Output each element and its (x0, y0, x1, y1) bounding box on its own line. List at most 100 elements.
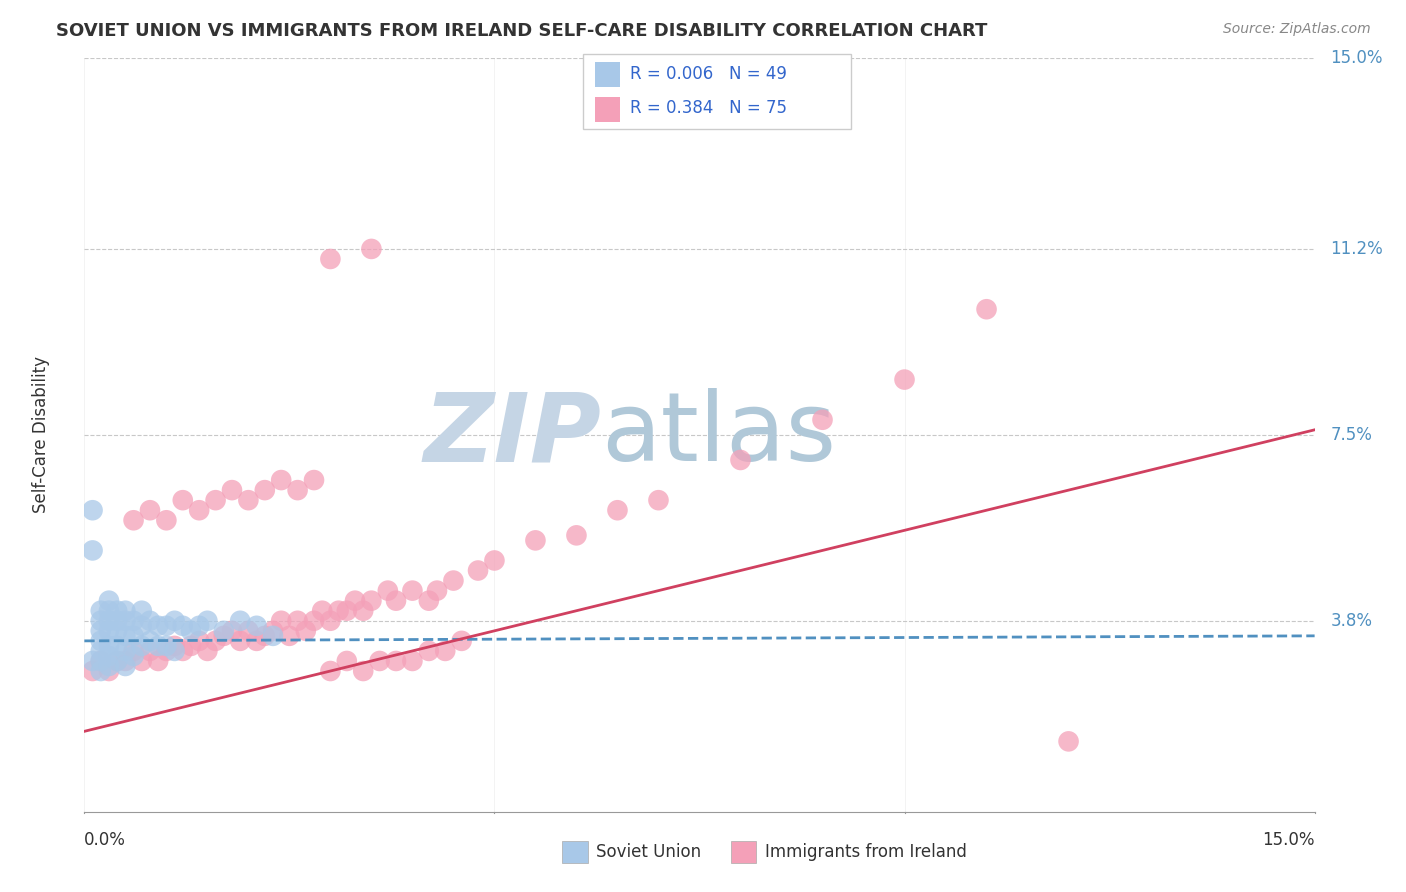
Point (139, 644, 162, 658)
Point (377, 583, 399, 598)
Point (302, 473, 325, 487)
Point (730, 453, 752, 467)
Point (212, 629, 235, 643)
Point (90, 624, 112, 638)
Point (197, 614, 219, 628)
Point (418, 644, 440, 658)
Point (385, 654, 408, 668)
Point (105, 639, 128, 653)
Point (180, 624, 202, 638)
Point (197, 644, 219, 658)
Point (221, 483, 243, 497)
Text: R = 0.006   N = 49: R = 0.006 N = 49 (630, 65, 787, 83)
Point (484, 553, 506, 567)
Point (811, 413, 834, 427)
Point (352, 604, 374, 618)
Point (98, 604, 120, 618)
Point (163, 639, 186, 653)
Point (360, 593, 382, 607)
Point (287, 614, 309, 628)
Point (131, 639, 153, 653)
Point (98, 659, 120, 673)
Text: 7.5%: 7.5% (1330, 425, 1372, 444)
Point (352, 664, 374, 678)
Point (336, 654, 359, 668)
Point (105, 614, 128, 628)
Point (180, 639, 202, 653)
Point (98, 614, 120, 628)
Text: SOVIET UNION VS IMMIGRANTS FROM IRELAND SELF-CARE DISABILITY CORRELATION CHART: SOVIET UNION VS IMMIGRANTS FROM IRELAND … (56, 22, 987, 40)
Point (319, 614, 342, 628)
Point (319, 664, 342, 678)
Point (90, 654, 112, 668)
Point (114, 614, 136, 628)
Point (172, 619, 194, 633)
Point (82, 664, 104, 678)
Point (401, 654, 423, 668)
Point (139, 614, 162, 628)
Text: Soviet Union: Soviet Union (596, 843, 702, 862)
Point (246, 633, 269, 648)
Point (172, 493, 194, 508)
Text: Source: ZipAtlas.com: Source: ZipAtlas.com (1223, 22, 1371, 37)
Point (122, 629, 145, 643)
Point (98, 593, 120, 607)
Point (524, 533, 547, 548)
Point (105, 624, 128, 638)
Point (122, 513, 145, 527)
Point (450, 633, 472, 648)
Point (344, 593, 367, 607)
Point (114, 629, 136, 643)
Point (262, 624, 284, 638)
Point (82, 543, 104, 558)
Point (204, 633, 226, 648)
Point (105, 604, 128, 618)
Point (155, 619, 177, 633)
Text: 3.8%: 3.8% (1330, 612, 1372, 630)
Text: atlas: atlas (602, 388, 837, 482)
Point (98, 664, 120, 678)
Point (204, 493, 226, 508)
Point (565, 528, 588, 542)
Point (188, 619, 211, 633)
Point (270, 614, 292, 628)
Point (155, 513, 177, 527)
Point (122, 614, 145, 628)
Point (90, 614, 112, 628)
Point (319, 252, 342, 266)
Point (253, 483, 276, 497)
Point (302, 614, 325, 628)
Point (114, 654, 136, 668)
Point (114, 659, 136, 673)
Point (90, 644, 112, 658)
Point (163, 614, 186, 628)
Point (90, 654, 112, 668)
Point (155, 644, 177, 658)
Point (122, 644, 145, 658)
Point (893, 373, 915, 387)
Point (90, 664, 112, 678)
Point (418, 593, 440, 607)
Text: Self-Care Disability: Self-Care Disability (32, 356, 51, 514)
Point (238, 493, 260, 508)
Point (98, 639, 120, 653)
Point (229, 614, 252, 628)
Point (229, 633, 252, 648)
Point (148, 639, 170, 653)
Point (163, 644, 186, 658)
Point (155, 639, 177, 653)
Point (148, 654, 170, 668)
Point (278, 629, 301, 643)
Point (148, 619, 170, 633)
Point (131, 654, 153, 668)
Point (434, 644, 457, 658)
Point (98, 624, 120, 638)
Point (98, 648, 120, 663)
Text: 15.0%: 15.0% (1330, 49, 1384, 67)
Point (385, 593, 408, 607)
Point (188, 503, 211, 517)
Point (105, 654, 128, 668)
Point (606, 503, 628, 517)
Point (270, 473, 292, 487)
Point (368, 654, 391, 668)
